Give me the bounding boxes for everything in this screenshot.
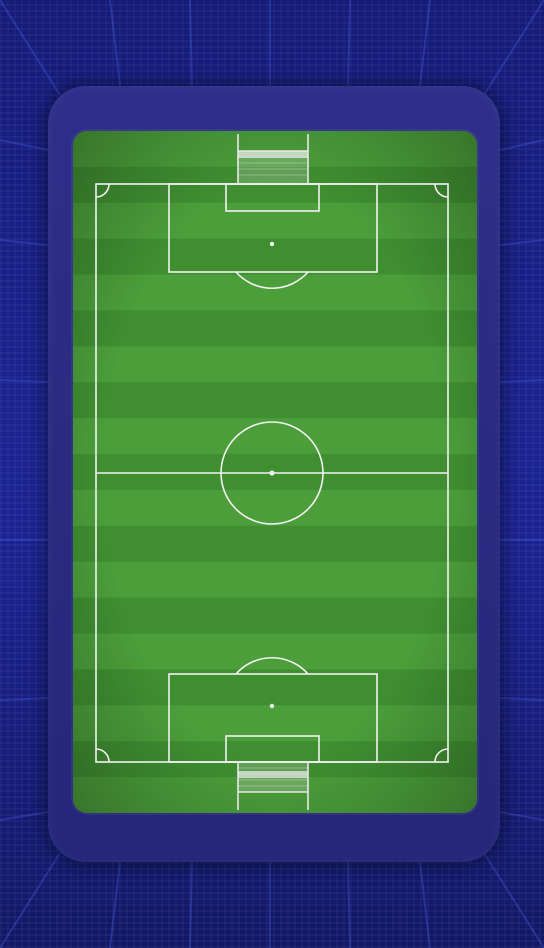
- corner-arc-top-left: [95, 183, 110, 198]
- bottom-goal-area: [225, 735, 320, 763]
- top-penalty-spot: [269, 241, 275, 247]
- corner-arc-bottom-right: [434, 748, 449, 763]
- top-goal-area: [225, 183, 320, 212]
- corner-arc-top-right: [434, 183, 449, 198]
- top-penalty-arc: [235, 271, 309, 289]
- bottom-goal: [237, 762, 309, 810]
- top-goal: [237, 134, 309, 184]
- pitch-shade: [73, 131, 477, 813]
- pitch: [73, 131, 477, 813]
- pitch-field: [73, 131, 477, 813]
- center-circle: [220, 421, 324, 525]
- corner-arc-bottom-left: [95, 748, 110, 763]
- bottom-penalty-spot: [269, 703, 275, 709]
- center-spot: [269, 470, 275, 476]
- bottom-penalty-arc: [235, 657, 309, 675]
